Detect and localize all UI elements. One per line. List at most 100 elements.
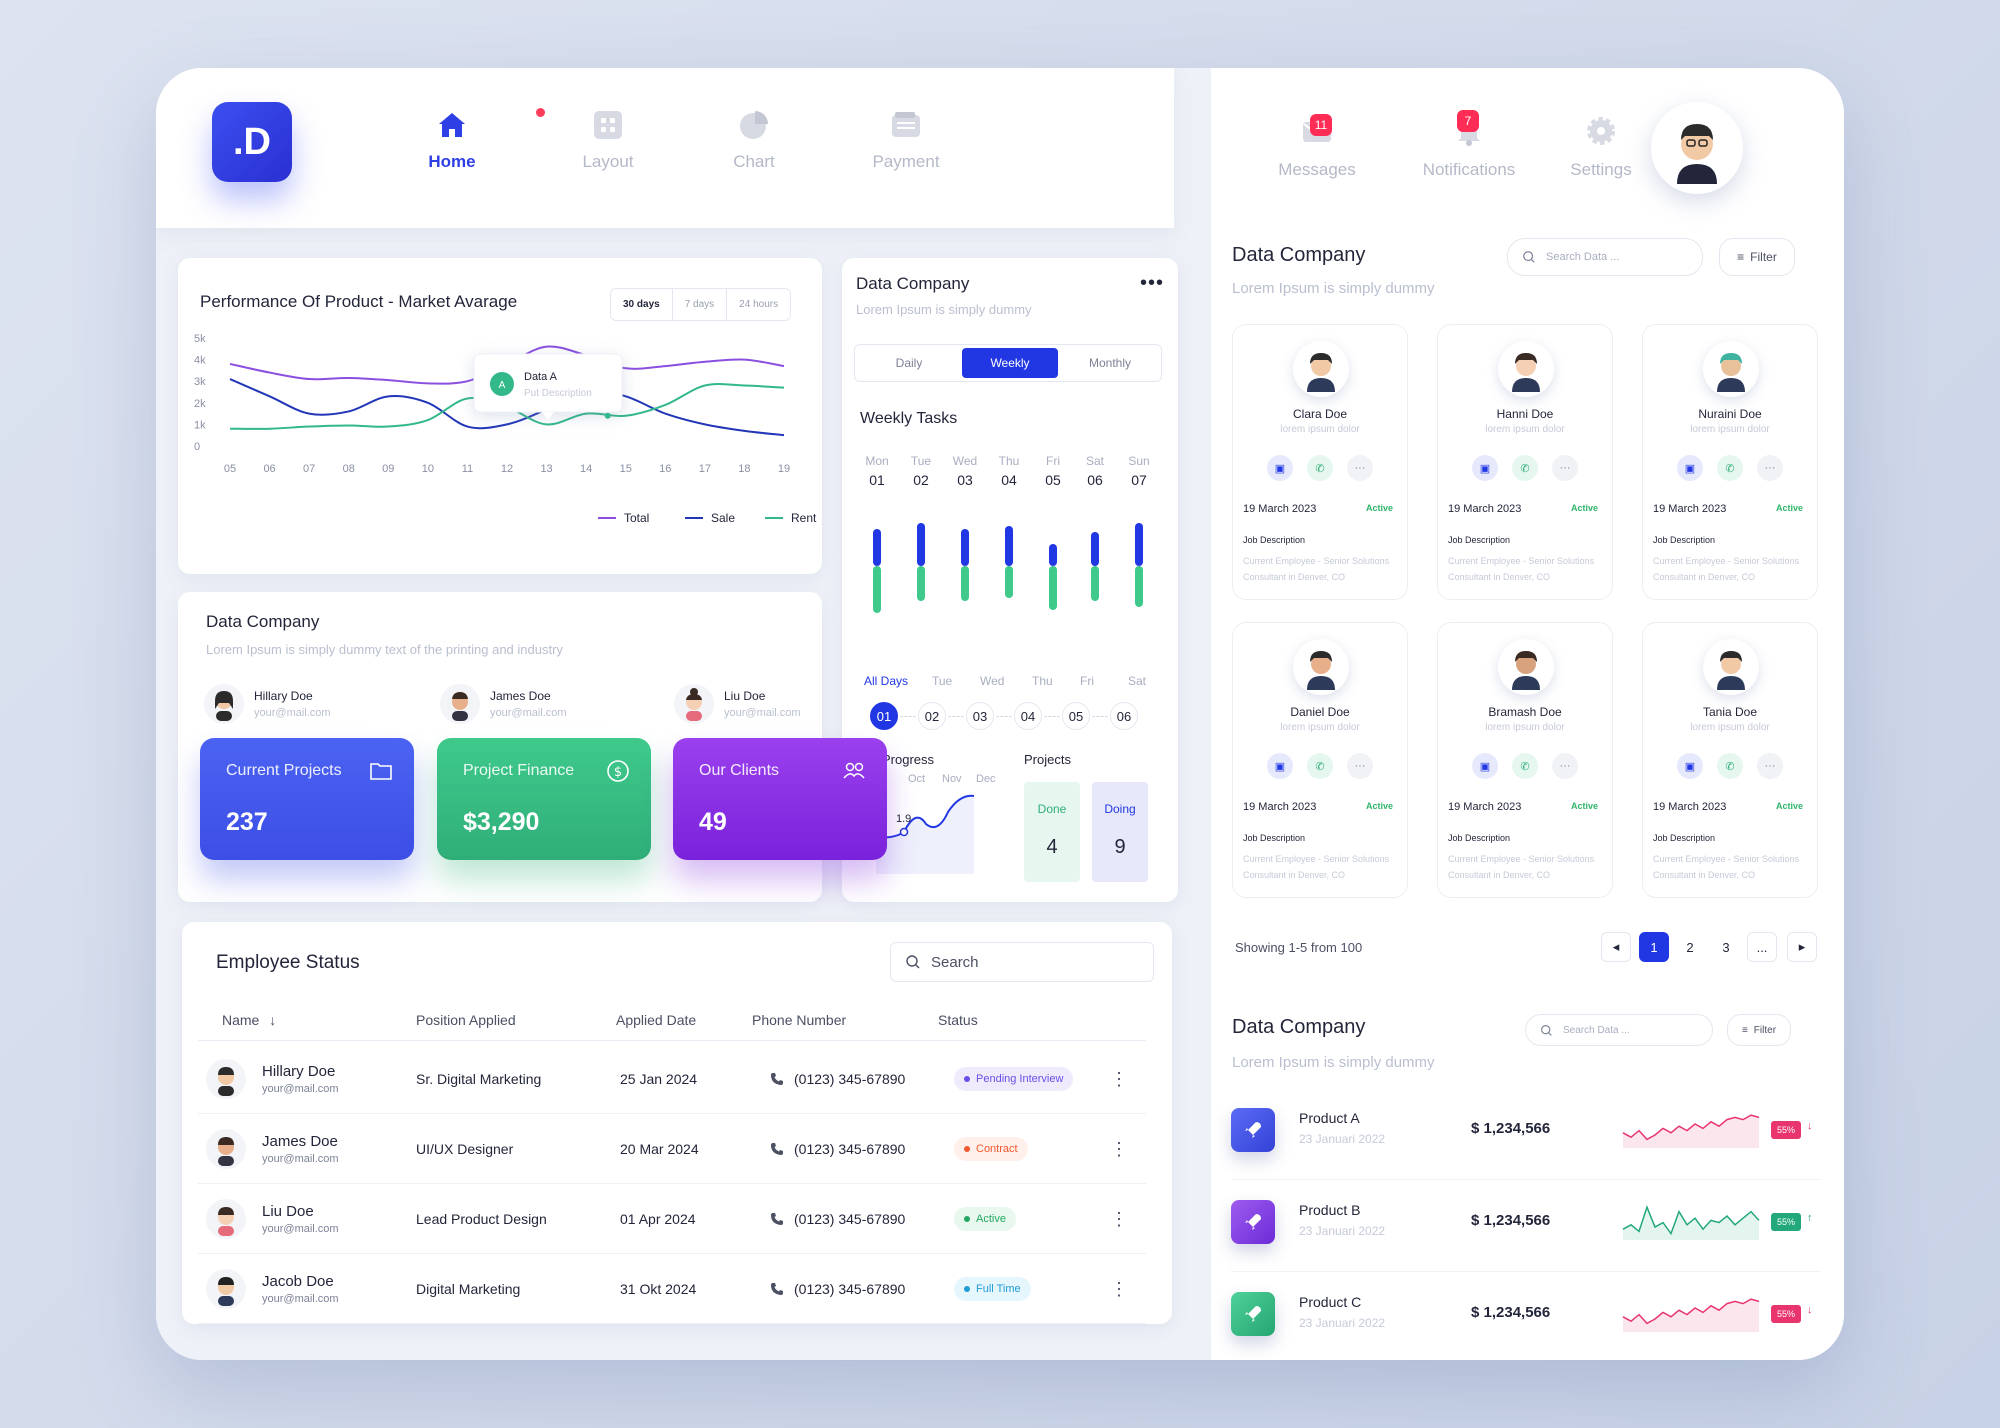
bar-green-tue[interactable] (917, 566, 925, 601)
more-icon[interactable]: ··· (1552, 753, 1578, 779)
bar-green-wed[interactable] (961, 566, 969, 601)
our-clients-card[interactable]: Our Clients 49 (673, 738, 887, 860)
more-icon[interactable]: ··· (1552, 455, 1578, 481)
table-row[interactable]: Jacob Doe your@mail.com Digital Marketing 3… (198, 1254, 1146, 1324)
filter-day-04[interactable]: 04 (1014, 702, 1042, 730)
bar-green-thu[interactable] (1005, 566, 1013, 598)
product-row[interactable]: Product C 23 Januari 2022 $ 1,234,566 55% ↓ (1231, 1272, 1821, 1360)
projects-doing[interactable]: Doing 9 (1092, 782, 1148, 882)
employee-card[interactable]: Tania Doe lorem ipsum dolor ▣ ✆ ··· 19 March … (1642, 622, 1818, 898)
filter-day-05[interactable]: 05 (1062, 702, 1090, 730)
calendar-icon[interactable]: ▣ (1472, 753, 1498, 779)
bar-blue-tue[interactable] (917, 523, 925, 566)
row-menu-icon[interactable]: ⋮ (1110, 1208, 1128, 1229)
products-search[interactable]: Search Data ... (1525, 1014, 1713, 1046)
more-icon[interactable]: ··· (1757, 753, 1783, 779)
user-avatar[interactable] (1651, 102, 1743, 194)
bar-green-sun[interactable] (1135, 566, 1143, 607)
employee-card[interactable]: Nuraini Doe lorem ipsum dolor ▣ ✆ ··· 19 Marc… (1642, 324, 1818, 600)
table-row[interactable]: Liu Doe your@mail.com Lead Product Design 0… (198, 1184, 1146, 1254)
nav-payment[interactable]: Payment (846, 108, 966, 172)
tab-monthly[interactable]: Monthly (1088, 356, 1132, 370)
team-member[interactable]: James Doe your@mail.com (440, 684, 567, 724)
phone-icon[interactable]: ✆ (1717, 455, 1743, 481)
column-name[interactable]: Name ↓ (222, 1012, 276, 1028)
more-icon[interactable]: ··· (1757, 455, 1783, 481)
bar-blue-fri[interactable] (1049, 544, 1057, 566)
filter-day-02[interactable]: 02 (918, 702, 946, 730)
settings-button[interactable]: Settings (1541, 114, 1661, 180)
calendar-icon[interactable]: ▣ (1472, 455, 1498, 481)
bar-blue-wed[interactable] (961, 529, 969, 566)
calendar-icon[interactable]: ▣ (1267, 753, 1293, 779)
page-3[interactable]: 3 (1711, 932, 1741, 962)
column-position[interactable]: Position Applied (416, 1012, 516, 1028)
nav-layout[interactable]: Layout (548, 108, 668, 172)
bar-green-mon[interactable] (873, 566, 881, 613)
employee-card[interactable]: Clara Doe lorem ipsum dolor ▣ ✆ ··· 19 March … (1232, 324, 1408, 600)
column-phone[interactable]: Phone Number (752, 1012, 847, 1028)
tab-daily[interactable]: Daily (895, 356, 923, 370)
bar-blue-sat[interactable] (1091, 532, 1099, 566)
products-filter-button[interactable]: ≡ Filter (1727, 1014, 1791, 1046)
phone-icon[interactable]: ✆ (1512, 753, 1538, 779)
column-date[interactable]: Applied Date (616, 1012, 697, 1028)
filter-day-label[interactable]: Thu (1032, 674, 1053, 688)
tab-weekly[interactable]: Weekly (962, 348, 1058, 378)
filter-day-label[interactable]: Wed (980, 674, 1005, 688)
current-projects-card[interactable]: Current Projects 237 (200, 738, 414, 860)
range-30-days[interactable]: 30 days (611, 289, 673, 320)
company-search[interactable]: Search Data ... (1507, 238, 1703, 276)
row-menu-icon[interactable]: ⋮ (1110, 1278, 1128, 1299)
filter-day-label[interactable]: Sat (1128, 674, 1147, 688)
filter-day-03[interactable]: 03 (966, 702, 994, 730)
table-row[interactable]: James Doe your@mail.com UI/UX Designer 20 M… (198, 1114, 1146, 1184)
prev-page-icon[interactable]: ◂ (1601, 932, 1631, 962)
calendar-icon[interactable]: ▣ (1267, 455, 1293, 481)
calendar-icon[interactable]: ▣ (1677, 455, 1703, 481)
product-row[interactable]: Product A 23 Januari 2022 $ 1,234,566 55% ↓ (1231, 1088, 1821, 1180)
more-icon[interactable]: ··· (1347, 753, 1373, 779)
phone-icon[interactable]: ✆ (1717, 753, 1743, 779)
bar-blue-mon[interactable] (873, 529, 881, 566)
employee-card[interactable]: Hanni Doe lorem ipsum dolor ▣ ✆ ··· 19 March … (1437, 324, 1613, 600)
filter-day-06[interactable]: 06 (1110, 702, 1138, 730)
page-1[interactable]: 1 (1639, 932, 1669, 962)
employee-search[interactable]: Search (890, 942, 1154, 982)
employee-card[interactable]: Bramash Doe lorem ipsum dolor ▣ ✆ ··· 19 Marc… (1437, 622, 1613, 898)
nav-home[interactable]: Home (392, 108, 512, 172)
page-ellipsis[interactable]: ... (1747, 932, 1777, 962)
employee-card[interactable]: Daniel Doe lorem ipsum dolor ▣ ✆ ··· 19 March… (1232, 622, 1408, 898)
bar-blue-sun[interactable] (1135, 523, 1143, 566)
phone-icon[interactable]: ✆ (1307, 455, 1333, 481)
phone-icon[interactable]: ✆ (1512, 455, 1538, 481)
more-options-icon[interactable]: ••• (1139, 272, 1164, 294)
range-7-days[interactable]: 7 days (673, 289, 728, 320)
filter-day-label[interactable]: All Days (864, 674, 909, 688)
filter-day-01[interactable]: 01 (870, 702, 898, 730)
nav-chart[interactable]: Chart (694, 108, 814, 172)
brand-logo[interactable]: .D (212, 102, 292, 182)
projects-done[interactable]: Done 4 (1024, 782, 1080, 882)
filter-day-label[interactable]: Fri (1080, 674, 1094, 688)
column-status[interactable]: Status (938, 1012, 978, 1028)
company-filter-button[interactable]: ≡ Filter (1719, 238, 1795, 276)
product-row[interactable]: Product B 23 Januari 2022 $ 1,234,566 55% ↑ (1231, 1180, 1821, 1272)
table-row[interactable]: Hillary Doe your@mail.com Sr. Digital Mark… (198, 1044, 1146, 1114)
bar-green-sat[interactable] (1091, 566, 1099, 601)
row-menu-icon[interactable]: ⋮ (1110, 1068, 1128, 1089)
project-finance-card[interactable]: Project Finance $3,290 $ (437, 738, 651, 860)
next-page-icon[interactable]: ▸ (1787, 932, 1817, 962)
team-member[interactable]: Liu Doe your@mail.com (674, 684, 801, 724)
page-2[interactable]: 2 (1675, 932, 1705, 962)
range-24-hours[interactable]: 24 hours (739, 299, 779, 310)
team-member[interactable]: Hillary Doe your@mail.com (204, 684, 331, 724)
filter-day-label[interactable]: Tue (932, 674, 953, 688)
calendar-icon[interactable]: ▣ (1677, 753, 1703, 779)
bar-blue-thu[interactable] (1005, 526, 1013, 566)
more-icon[interactable]: ··· (1347, 455, 1373, 481)
series-line-sale[interactable] (229, 378, 785, 437)
phone-icon[interactable]: ✆ (1307, 753, 1333, 779)
bar-green-fri[interactable] (1049, 566, 1057, 610)
row-menu-icon[interactable]: ⋮ (1110, 1138, 1128, 1159)
